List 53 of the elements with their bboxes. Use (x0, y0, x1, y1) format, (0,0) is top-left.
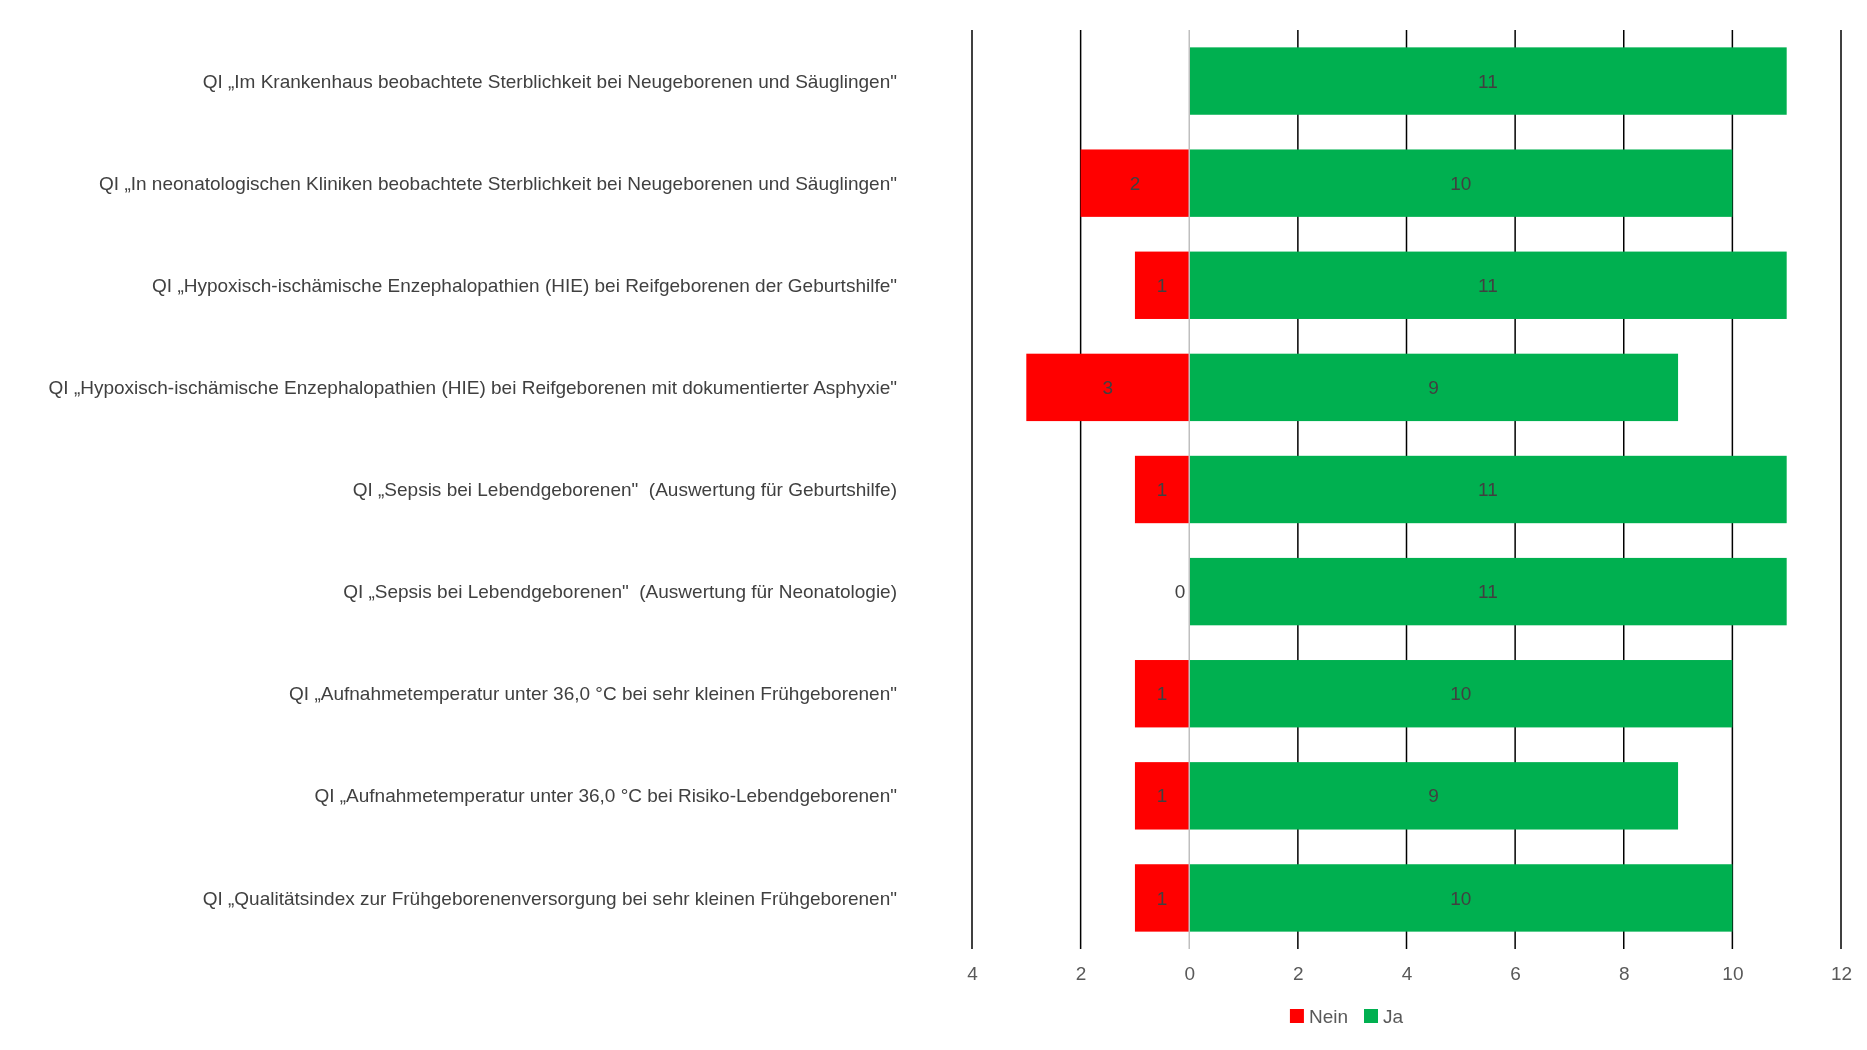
data-label: 9 (1428, 785, 1439, 807)
bar (1189, 47, 1787, 115)
y-tick-label: QI „Sepsis bei Lebendgeborenen" (Auswertung für Neonatologie) (343, 581, 897, 603)
data-label: 1 (1156, 683, 1168, 705)
y-tick-label: QI „Qualitätsindex zur Frühgeborenenversorgung bei sehr kleinen Frühgeborenen" (202, 887, 897, 909)
legend-label: Nein (1308, 1005, 1348, 1027)
data-label: 11 (1478, 70, 1498, 92)
data-label: 11 (1478, 479, 1498, 501)
bar (1134, 660, 1190, 728)
y-tick-label: QI „Sepsis bei Lebendgeborenen" (Auswertung für Geburtshilfe) (352, 479, 897, 501)
bar (1080, 149, 1190, 217)
bar (1189, 762, 1679, 830)
bar (1189, 455, 1787, 524)
x-tick-label: 2 (1075, 963, 1087, 985)
x-tick-label: 6 (1510, 963, 1521, 985)
x-tick-label: 4 (1401, 963, 1413, 985)
bar (1189, 353, 1679, 422)
bar (1189, 149, 1733, 217)
legend-label: Ja (1383, 1005, 1404, 1027)
x-tick-label: 0 (1184, 963, 1196, 985)
y-tick-label: QI „Im Krankenhaus beobachtete Sterblichkeit bei Neugeborenen und Säuglingen" (202, 70, 897, 92)
data-label: 3 (1102, 377, 1114, 399)
bar (1134, 864, 1190, 932)
bar (1189, 557, 1787, 626)
bar (1134, 251, 1190, 319)
y-tick-label: QI „Hypoxisch-ischämische Enzephalopathien (HIE) bei Reifgeborenen der Geburtshilfe" (152, 274, 897, 296)
bar (1134, 455, 1190, 524)
data-label: 9 (1428, 377, 1439, 399)
y-tick-label: QI „In neonatologischen Kliniken beobachtete Sterblichkeit bei Neugeborenen und Säuglingen" (99, 172, 897, 194)
bar (1189, 864, 1733, 932)
y-tick-label: QI „Hypoxisch-ischämische Enzephalopathien (HIE) bei Reifgeborenen mit dokumentierter Asphyxie" (48, 377, 897, 399)
bar (1026, 353, 1190, 422)
data-label: 10 (1450, 683, 1472, 705)
y-tick-label: QI „Aufnahmetemperatur unter 36,0 °C bei Risiko-Lebendgeborenen" (314, 785, 897, 807)
y-tick-label: QI „Aufnahmetemperatur unter 36,0 °C bei sehr kleinen Frühgeborenen" (289, 683, 897, 705)
data-label: 1 (1156, 785, 1168, 807)
x-tick-label: 10 (1722, 963, 1744, 985)
data-label: 1 (1156, 274, 1168, 296)
bar (1189, 251, 1787, 319)
data-label: 1 (1156, 479, 1168, 501)
x-tick-label: 2 (1293, 963, 1304, 985)
data-label: 11 (1478, 274, 1498, 296)
x-tick-label: 8 (1618, 963, 1630, 985)
data-label: 11 (1478, 581, 1498, 603)
bar (1189, 660, 1733, 728)
data-label: 2 (1129, 172, 1141, 194)
x-tick-label: 4 (967, 963, 979, 985)
data-label: 0 (1174, 581, 1186, 603)
data-label: 1 (1156, 887, 1168, 909)
data-label: 10 (1450, 172, 1472, 194)
data-label: 10 (1450, 887, 1472, 909)
bar (1134, 762, 1190, 830)
x-tick-label: 12 (1830, 963, 1853, 985)
